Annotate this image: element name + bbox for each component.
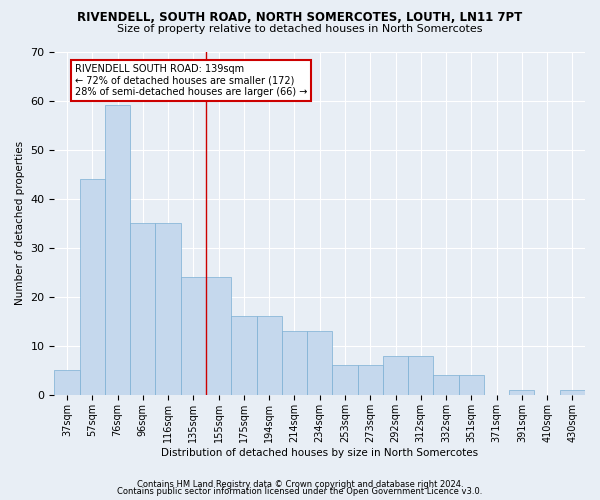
Y-axis label: Number of detached properties: Number of detached properties — [15, 141, 25, 306]
Bar — [307, 331, 332, 395]
Bar — [560, 390, 585, 395]
Text: RIVENDELL, SOUTH ROAD, NORTH SOMERCOTES, LOUTH, LN11 7PT: RIVENDELL, SOUTH ROAD, NORTH SOMERCOTES,… — [77, 11, 523, 24]
Bar — [80, 179, 105, 395]
X-axis label: Distribution of detached houses by size in North Somercotes: Distribution of detached houses by size … — [161, 448, 478, 458]
Bar — [206, 277, 231, 395]
Bar — [358, 366, 383, 395]
Bar — [55, 370, 80, 395]
Text: RIVENDELL SOUTH ROAD: 139sqm
← 72% of detached houses are smaller (172)
28% of s: RIVENDELL SOUTH ROAD: 139sqm ← 72% of de… — [74, 64, 307, 97]
Bar — [105, 106, 130, 395]
Bar — [433, 376, 458, 395]
Bar — [181, 277, 206, 395]
Bar — [458, 376, 484, 395]
Bar — [509, 390, 535, 395]
Bar — [282, 331, 307, 395]
Bar — [408, 356, 433, 395]
Bar — [231, 316, 257, 395]
Bar — [383, 356, 408, 395]
Bar — [257, 316, 282, 395]
Bar — [332, 366, 358, 395]
Text: Size of property relative to detached houses in North Somercotes: Size of property relative to detached ho… — [117, 24, 483, 34]
Text: Contains public sector information licensed under the Open Government Licence v3: Contains public sector information licen… — [118, 487, 482, 496]
Text: Contains HM Land Registry data © Crown copyright and database right 2024.: Contains HM Land Registry data © Crown c… — [137, 480, 463, 489]
Bar — [130, 223, 155, 395]
Bar — [155, 223, 181, 395]
